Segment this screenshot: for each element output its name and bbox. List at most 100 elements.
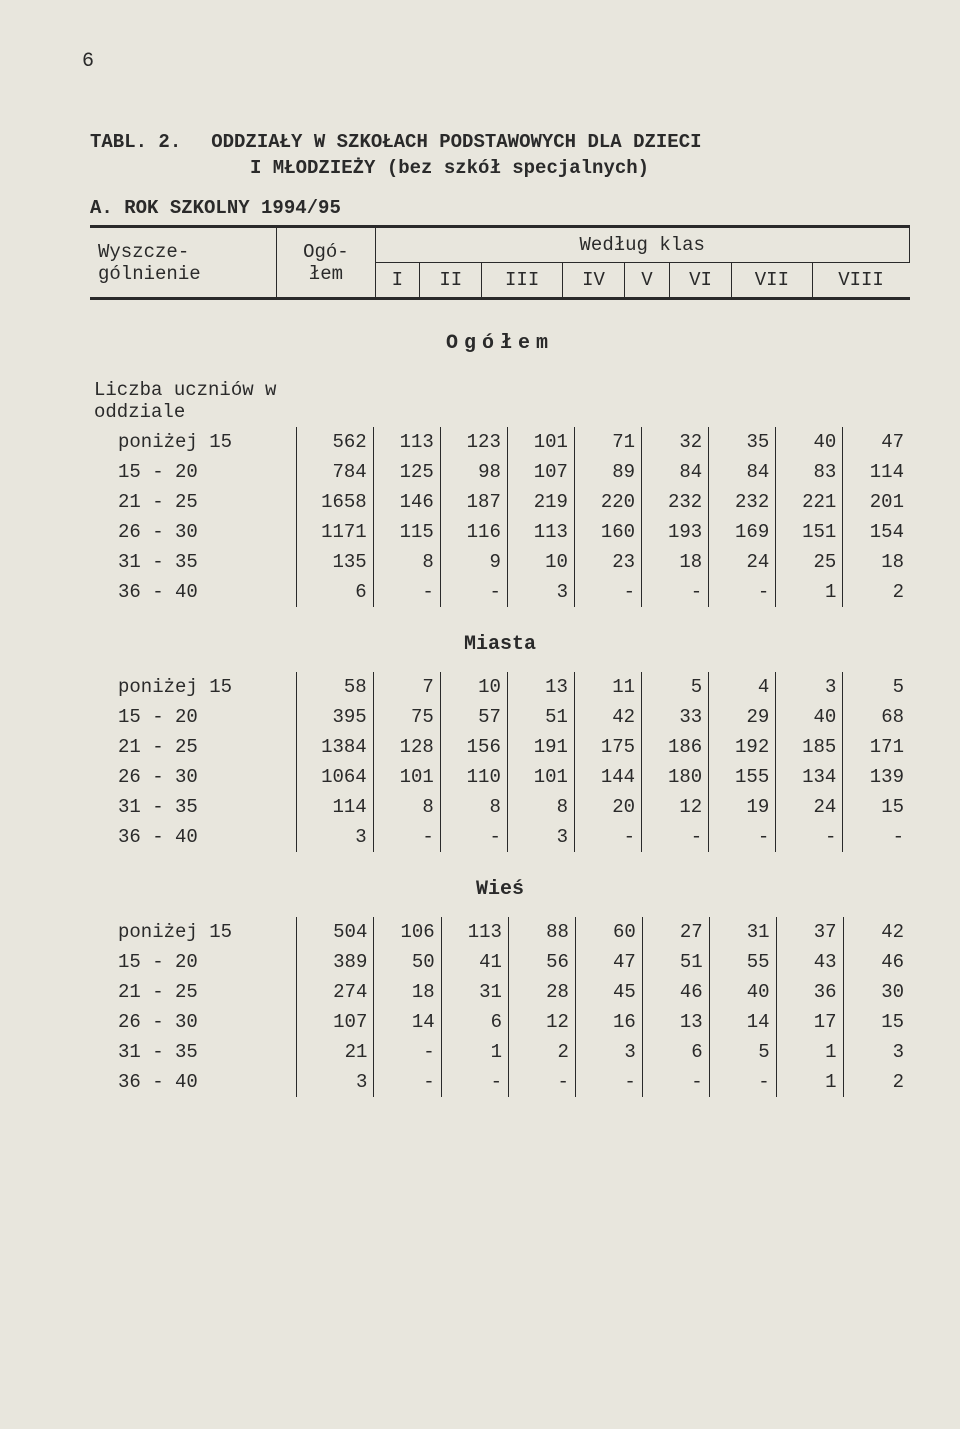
header-wyszcz1: Wyszcze- <box>98 241 189 263</box>
cell: 46 <box>642 977 709 1007</box>
cell: 42 <box>843 917 910 947</box>
cell: 30 <box>843 977 910 1007</box>
cell: 28 <box>508 977 575 1007</box>
row-label: 15 - 20 <box>90 947 297 977</box>
cell: 2 <box>843 577 910 607</box>
cell: 46 <box>843 947 910 977</box>
cell: 84 <box>709 457 776 487</box>
cell: 5 <box>709 1037 776 1067</box>
cell: 146 <box>373 487 440 517</box>
cell: - <box>642 577 709 607</box>
cell: 31 <box>441 977 508 1007</box>
cell: 219 <box>507 487 574 517</box>
cell: 3 <box>297 1067 374 1097</box>
cell: 41 <box>441 947 508 977</box>
cell: - <box>508 1067 575 1097</box>
cell: 17 <box>776 1007 843 1037</box>
cell: 68 <box>843 702 910 732</box>
row-label: 21 - 25 <box>90 487 296 517</box>
cell: 83 <box>776 457 843 487</box>
cell: 193 <box>642 517 709 547</box>
section-wies: Wieś <box>90 878 910 901</box>
cell: 1384 <box>296 732 373 762</box>
cell: 1171 <box>296 517 373 547</box>
page: 6 TABL. 2. ODDZIAŁY W SZKOŁACH PODSTAWOW… <box>0 0 960 1429</box>
cell: 395 <box>296 702 373 732</box>
cell: 71 <box>574 427 641 457</box>
cell: 55 <box>709 947 776 977</box>
table-row: 21 - 251384128156191175186192185171 <box>90 732 910 762</box>
row-label: 26 - 30 <box>90 762 296 792</box>
cell: 2 <box>843 1067 910 1097</box>
header-table-wrap: Wyszcze- gólnienie Ogó- łem Według klas … <box>90 225 910 300</box>
cell: 45 <box>575 977 642 1007</box>
cell: 6 <box>441 1007 508 1037</box>
header-wyszcz2: gólnienie <box>98 263 201 285</box>
cell: 169 <box>709 517 776 547</box>
row-label: 26 - 30 <box>90 517 296 547</box>
cell: 155 <box>709 762 776 792</box>
cell: 1 <box>776 1037 843 1067</box>
cell: 75 <box>373 702 440 732</box>
cell: 11 <box>574 672 641 702</box>
cell: - <box>709 577 776 607</box>
cell: 1064 <box>296 762 373 792</box>
header-wedlug: Według klas <box>375 227 910 263</box>
cell: 27 <box>642 917 709 947</box>
cell: 113 <box>441 917 508 947</box>
cell: - <box>709 822 776 852</box>
cell: 50 <box>374 947 441 977</box>
cell: 84 <box>642 457 709 487</box>
cell: 154 <box>843 517 910 547</box>
cell: 151 <box>776 517 843 547</box>
cell: 106 <box>374 917 441 947</box>
cell: 29 <box>709 702 776 732</box>
cell: 10 <box>440 672 507 702</box>
cell: 185 <box>776 732 843 762</box>
section-ogolem: Ogółem <box>90 332 910 355</box>
cell: 31 <box>709 917 776 947</box>
cell: 160 <box>574 517 641 547</box>
table-wies-data: poniżej 1550410611388602731374215 - 2038… <box>90 917 910 1097</box>
cell: 115 <box>373 517 440 547</box>
cell: 88 <box>508 917 575 947</box>
cell: 8 <box>373 547 440 577</box>
cell: - <box>441 1067 508 1097</box>
cell: 1 <box>776 577 843 607</box>
table-row: 31 - 3513589102318242518 <box>90 547 910 577</box>
cell: 40 <box>776 702 843 732</box>
cell: 57 <box>440 702 507 732</box>
cell: 40 <box>709 977 776 1007</box>
cell: 60 <box>575 917 642 947</box>
cell: - <box>374 1067 441 1097</box>
cell: 101 <box>507 762 574 792</box>
table-row: 15 - 203895041564751554346 <box>90 947 910 977</box>
cell: 1658 <box>296 487 373 517</box>
cell: 3 <box>296 822 373 852</box>
cell: 784 <box>296 457 373 487</box>
cell: 139 <box>843 762 910 792</box>
cell: 47 <box>575 947 642 977</box>
cell: 6 <box>642 1037 709 1067</box>
cell: 125 <box>373 457 440 487</box>
cell: 156 <box>440 732 507 762</box>
cell: 221 <box>776 487 843 517</box>
cell: 232 <box>709 487 776 517</box>
row-label: 26 - 30 <box>90 1007 297 1037</box>
title-block: TABL. 2. ODDZIAŁY W SZKOŁACH PODSTAWOWYC… <box>90 130 910 181</box>
cell: 3 <box>843 1037 910 1067</box>
cell: 12 <box>508 1007 575 1037</box>
cell: 187 <box>440 487 507 517</box>
header-col-4: IV <box>562 263 624 299</box>
cell: 175 <box>574 732 641 762</box>
cell: 18 <box>374 977 441 1007</box>
cell: 110 <box>440 762 507 792</box>
cell: 101 <box>507 427 574 457</box>
table-miasta-data: poniżej 15587101311543515 - 203957557514… <box>90 672 910 852</box>
cell: 3 <box>776 672 843 702</box>
cell: 43 <box>776 947 843 977</box>
cell: - <box>642 822 709 852</box>
row-label: poniżej 15 <box>90 917 297 947</box>
row-label: 15 - 20 <box>90 702 296 732</box>
cell: 8 <box>507 792 574 822</box>
